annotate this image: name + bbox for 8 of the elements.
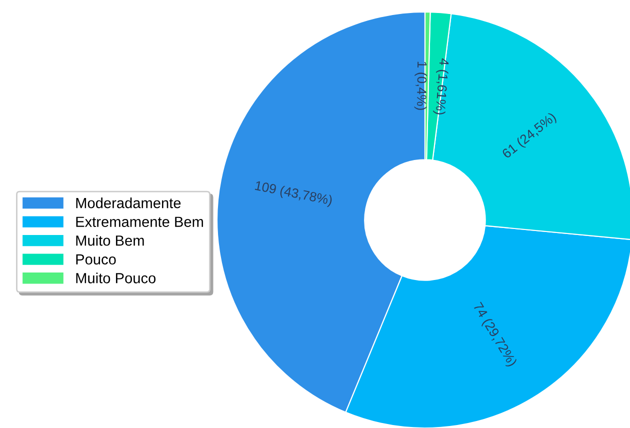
legend-label: Extremamente Bem	[76, 216, 203, 227]
legend-label: Pouco	[76, 254, 116, 265]
data-label: 4 (1,61%)	[432, 58, 450, 115]
data-label: 1 (0,4%)	[414, 62, 428, 110]
legend-label: Muito Pouco	[76, 272, 156, 284]
legend-label: Muito Bem	[76, 235, 144, 246]
legend-label: Moderadamente	[76, 198, 181, 208]
data-label: 109 (43,78%)	[254, 180, 333, 208]
